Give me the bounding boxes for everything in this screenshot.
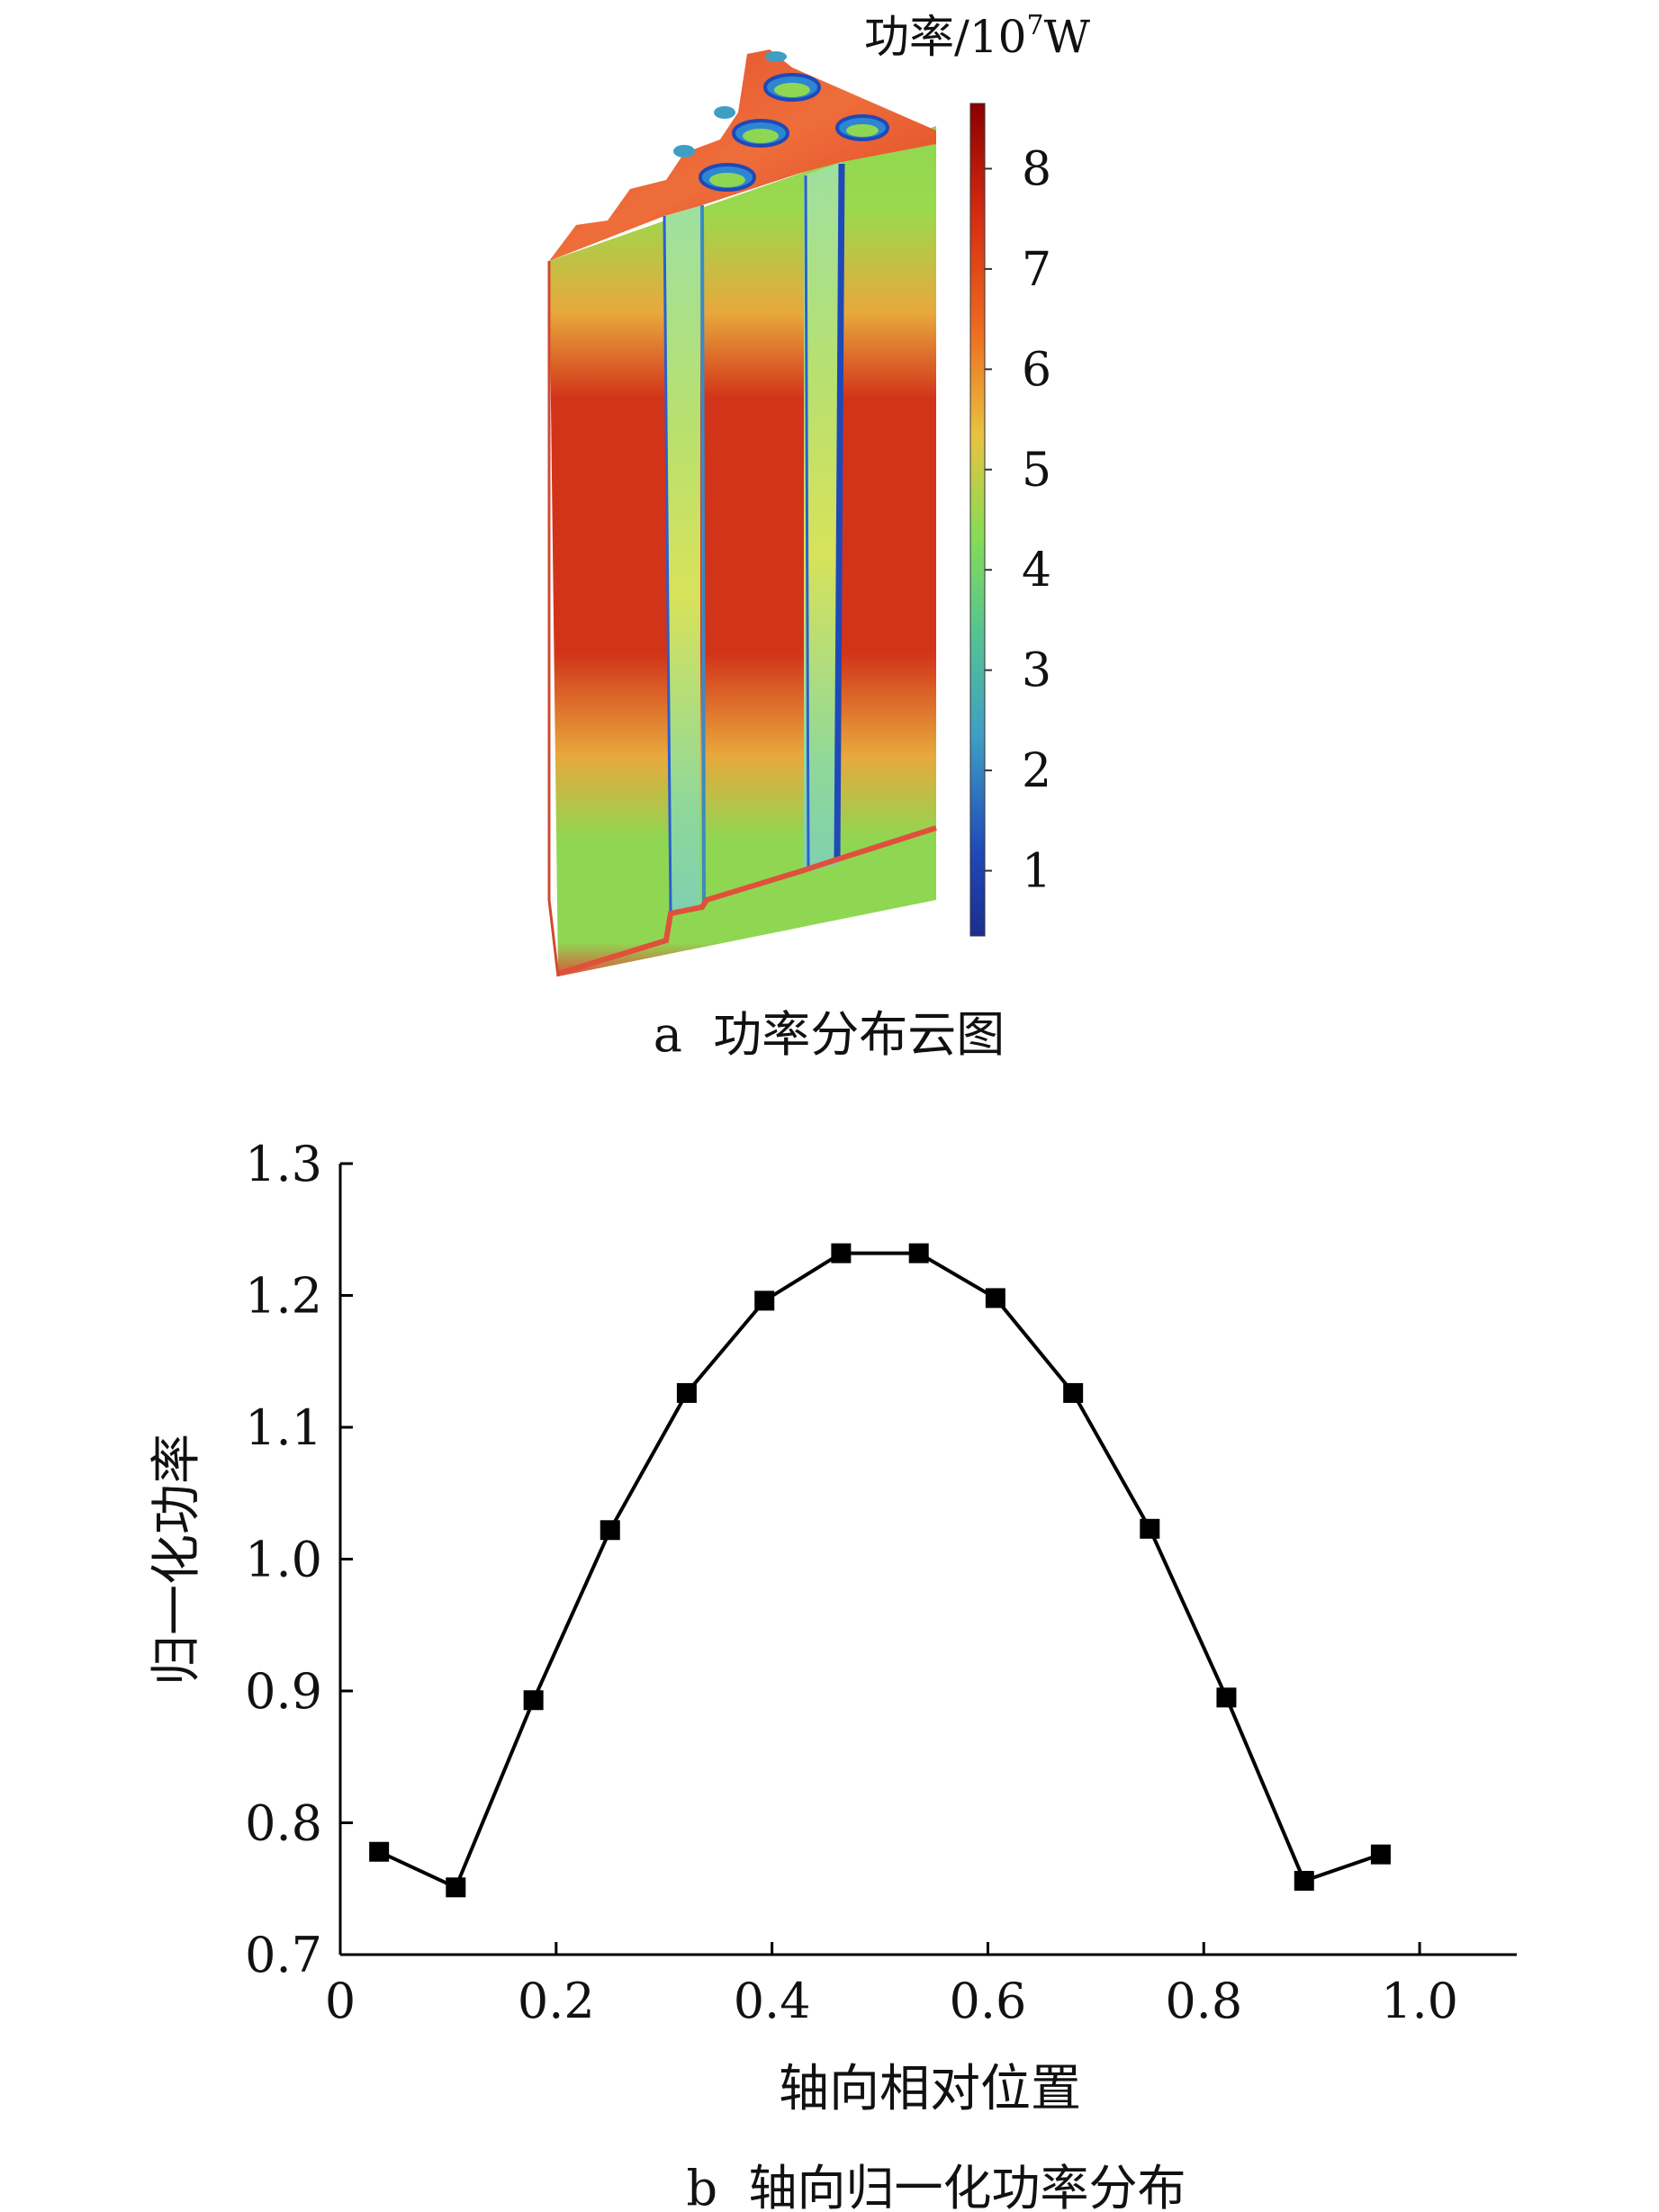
colorbar-title-unit: W [1044, 11, 1091, 63]
model-slot-left [664, 205, 700, 913]
x-tick-label: 0.8 [1165, 1973, 1242, 2029]
colorbar-tick-label: 5 [1022, 444, 1051, 498]
data-point-marker [1294, 1870, 1314, 1891]
x-tick-label: 0 [325, 1973, 356, 2029]
colorbar-tick-label: 2 [1022, 744, 1051, 798]
data-point-marker [831, 1243, 852, 1263]
panel-b-caption: b 轴向归一化功率分布 [687, 2160, 1186, 2212]
x-tick-label: 0.4 [734, 1973, 811, 2029]
data-point-marker [1370, 1844, 1391, 1865]
panel-a-caption: a 功率分布云图 [654, 1006, 1005, 1063]
model-top-surface [549, 49, 936, 261]
colorbar-ticks: 8 7 6 5 4 3 2 1 [985, 142, 1051, 899]
x-tick-label: 0.6 [950, 1973, 1027, 2029]
colorbar-tick-label: 7 [1022, 243, 1051, 297]
colorbar-gradient [969, 103, 986, 937]
y-tick-label: 0.7 [245, 1927, 322, 1983]
colorbar-title-main: 功率/10 [864, 11, 1026, 63]
model-coolant-holes [673, 51, 889, 192]
data-point-marker [1216, 1687, 1237, 1708]
x-tick-label: 1.0 [1381, 1973, 1458, 2029]
data-point-marker [908, 1243, 929, 1263]
chart-axes [338, 1164, 1517, 1956]
data-point-marker [754, 1290, 775, 1311]
colorbar-title-exponent: 7 [1026, 10, 1043, 41]
colorbar-tick-label: 6 [1022, 343, 1051, 397]
data-point-marker [446, 1877, 466, 1898]
model-slot-right [804, 162, 842, 873]
data-point-marker [523, 1690, 544, 1711]
y-tick-label: 1.1 [245, 1399, 322, 1456]
y-tick-label: 1.2 [245, 1268, 322, 1325]
x-axis-label: 轴向相对位置 [779, 2060, 1081, 2118]
data-point-marker [1063, 1382, 1084, 1403]
chart-ticks: 0 0.2 0.4 0.6 0.8 1.0 0.7 0.8 0.9 1.0 1.1 1.2 1.3 [245, 1136, 1458, 2029]
colorbar-tick-label: 3 [1022, 644, 1051, 698]
data-point-marker [676, 1382, 697, 1403]
data-point-marker [600, 1520, 620, 1541]
data-point-marker [1140, 1518, 1160, 1539]
series-line [378, 1251, 1382, 1890]
power-cloud-model [547, 49, 937, 977]
data-point-marker [369, 1841, 390, 1862]
y-tick-label: 1.0 [245, 1532, 322, 1588]
normalized-power-chart: 0 0.2 0.4 0.6 0.8 1.0 0.7 0.8 0.9 1.0 1.1 1.2 1.3 轴向… [148, 1136, 1517, 2118]
chart-series [369, 1243, 1391, 1898]
y-tick-label: 0.8 [245, 1795, 322, 1852]
data-point-marker [985, 1288, 1005, 1308]
colorbar-title: 功率/107W [864, 10, 1091, 63]
colorbar-tick-label: 8 [1022, 142, 1051, 196]
colorbar-tick-label: 4 [1022, 544, 1051, 598]
y-tick-label: 1.3 [245, 1136, 322, 1192]
y-tick-label: 0.9 [245, 1663, 322, 1720]
y-axis-label: 归一化功率 [148, 1434, 206, 1686]
colorbar-tick-label: 1 [1022, 845, 1051, 899]
x-tick-label: 0.2 [518, 1973, 595, 2029]
